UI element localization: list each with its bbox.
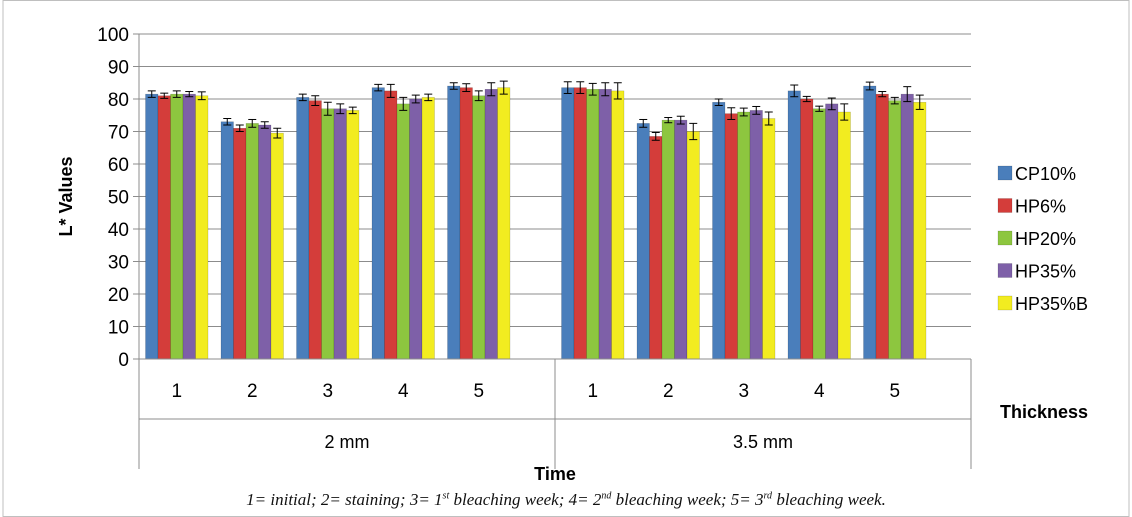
bar-hp6pct — [573, 87, 587, 360]
bar-hp6pct — [233, 128, 247, 360]
bar-cp10pct — [787, 90, 801, 360]
bar-cp10pct — [220, 121, 234, 360]
bar-hp35pct — [749, 110, 763, 360]
bar-hp35pctb — [762, 118, 776, 360]
group-label: 2 mm — [325, 432, 370, 452]
x-tick-label: 3 — [738, 381, 749, 402]
bar-cp10pct — [447, 85, 461, 360]
bar-hp35pctb — [270, 132, 284, 360]
legend-swatch — [997, 230, 1013, 246]
group-label: 3.5 mm — [733, 432, 793, 452]
bar-hp35pct — [258, 124, 272, 360]
bar-hp20pct — [888, 100, 902, 360]
x-axis-title: Time — [534, 464, 576, 484]
bar-hp20pct — [586, 89, 600, 360]
x-tick-label: 2 — [247, 381, 258, 402]
bar-hp35pctb — [497, 87, 511, 360]
bar-hp35pct — [900, 93, 914, 360]
legend-label: HP35% — [1015, 262, 1076, 282]
bar-hp20pct — [737, 111, 751, 360]
figure-caption: 1= initial; 2= staining; 3= 1st bleachin… — [0, 490, 1132, 510]
bar-hp35pctb — [837, 111, 851, 360]
y-tick-label: 10 — [108, 318, 129, 339]
y-tick-label: 60 — [108, 155, 129, 176]
legend-swatch — [997, 263, 1013, 278]
bar-cp10pct — [561, 87, 575, 360]
bar-hp35pct — [598, 89, 612, 360]
bar-hp20pct — [321, 108, 335, 360]
bar-hp20pct — [170, 93, 184, 360]
x-tick-label: 3 — [322, 381, 333, 402]
bar-cp10pct — [296, 97, 310, 360]
bar-hp20pct — [812, 108, 826, 360]
bar-hp35pct — [409, 98, 423, 360]
bar-hp35pctb — [421, 97, 435, 360]
legend-label: HP35%B — [1015, 294, 1088, 314]
bar-hp6pct — [157, 95, 171, 360]
caption-superscript: rd — [763, 490, 773, 502]
bar-hp35pctb — [913, 102, 927, 360]
bar-cp10pct — [712, 102, 726, 360]
bar-hp35pctb — [686, 131, 700, 360]
x-tick-label: 5 — [889, 381, 900, 402]
bar-hp20pct — [472, 95, 486, 360]
bar-cp10pct — [145, 93, 159, 360]
x-tick-label: 1 — [171, 381, 182, 402]
bar-cp10pct — [863, 85, 877, 360]
bar-hp35pct — [182, 93, 196, 360]
legend-label: HP6% — [1015, 197, 1066, 217]
bar-hp20pct — [661, 119, 675, 360]
caption-text: bleaching week; 5= 3 — [611, 490, 764, 509]
bar-hp6pct — [800, 98, 814, 360]
bar-hp6pct — [875, 93, 889, 360]
y-tick-label: 40 — [108, 220, 129, 241]
y-axis-title: L* Values — [56, 156, 76, 236]
x-tick-label: 5 — [473, 381, 484, 402]
caption-superscript: st — [442, 490, 450, 502]
caption-text: bleaching week; 4= 2 — [449, 490, 602, 509]
y-tick-label: 20 — [108, 285, 129, 306]
caption-text: bleaching week. — [772, 490, 886, 509]
legend-swatch — [997, 165, 1013, 181]
bar-hp35pct — [674, 119, 688, 360]
bar-hp6pct — [308, 100, 322, 360]
x-tick-label: 4 — [398, 381, 409, 402]
axis-side-label: Thickness — [1000, 402, 1088, 422]
bar-hp35pct — [333, 108, 347, 360]
y-tick-label: 80 — [108, 90, 129, 111]
legend-swatch — [997, 295, 1013, 311]
legend-label: HP20% — [1015, 229, 1076, 249]
legend-label: CP10% — [1015, 164, 1076, 184]
caption-superscript: nd — [601, 490, 612, 502]
bar-hp6pct — [724, 113, 738, 360]
bar-hp35pctb — [611, 90, 625, 360]
legend-swatch — [997, 198, 1013, 213]
x-tick-label: 1 — [587, 381, 598, 402]
bar-hp35pctb — [195, 95, 209, 360]
bar-cp10pct — [371, 87, 385, 360]
bar-hp6pct — [649, 136, 663, 360]
y-tick-label: 70 — [108, 123, 129, 144]
bar-hp20pct — [245, 123, 259, 360]
bar-hp6pct — [384, 90, 398, 360]
caption-text: 1= initial; 2= staining; 3= 1 — [246, 490, 443, 509]
y-tick-label: 100 — [97, 25, 129, 46]
bar-hp35pct — [484, 89, 498, 360]
bar-hp6pct — [459, 87, 473, 360]
bar-hp20pct — [396, 103, 410, 360]
bar-hp35pctb — [346, 110, 360, 360]
bar-hp35pct — [825, 103, 839, 360]
y-tick-label: 0 — [118, 350, 129, 371]
y-tick-label: 50 — [108, 188, 129, 209]
y-tick-label: 30 — [108, 253, 129, 274]
bar-cp10pct — [636, 123, 650, 360]
x-tick-label: 4 — [814, 381, 825, 402]
x-tick-label: 2 — [663, 381, 674, 402]
y-tick-label: 90 — [108, 58, 129, 79]
